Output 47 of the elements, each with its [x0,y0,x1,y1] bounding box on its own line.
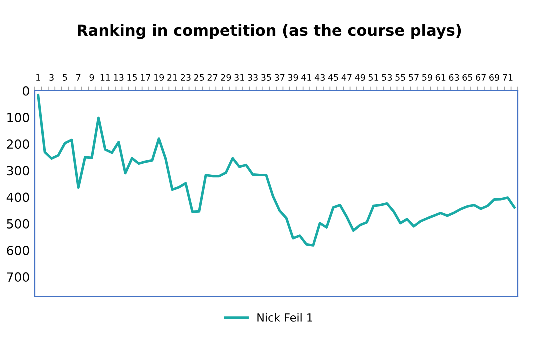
y-tick-label: 200 [7,140,30,150]
x-tick-label: 29 [221,74,232,81]
line-series [37,94,516,247]
legend-label: Nick Feil 1 [258,313,312,322]
x-tick-label: 45 [328,74,338,81]
x-tick-label: 3 [50,74,54,81]
x-tick-label: 7 [76,74,81,81]
x-tick-label: 61 [436,74,446,81]
y-tick-label: 0 [23,86,30,96]
x-tick-label: 9 [90,74,94,81]
x-tick-label: 15 [128,74,138,81]
x-tick-label: 19 [154,74,164,81]
x-tick-label: 57 [409,74,419,81]
x-tick-label: 39 [288,74,298,81]
x-tick-label: 23 [181,74,191,81]
x-tick-label: 25 [194,74,204,81]
x-tick-label: 51 [368,74,379,81]
x-tick-label: 63 [449,74,460,81]
x-tick-label: 31 [234,74,244,81]
x-tick-label: 1 [36,74,40,81]
y-tick-label: 700 [7,272,30,282]
y-tick-label: 600 [7,246,30,256]
x-tick-label: 55 [396,74,406,81]
x-tick-label: 13 [114,74,124,81]
x-tick-label: 65 [462,74,472,81]
x-tick-label: 53 [382,74,392,81]
x-tick-label: 43 [314,74,325,81]
x-tick-label: 21 [168,74,178,81]
y-tick-label: 100 [8,113,30,123]
x-tick-label: 67 [476,74,486,81]
y-tick-label: 300 [7,166,30,176]
x-tick-label: 69 [490,74,500,81]
x-tick-label: 37 [274,74,285,81]
x-tick-label: 47 [342,74,352,81]
x-tick-label: 41 [302,74,312,81]
chart-title: Ranking in competition (as the course plays) [78,24,462,40]
x-tick-label: 71 [503,74,513,81]
x-tick-label: 27 [208,74,218,81]
y-tick-label: 500 [7,219,30,229]
x-tick-label: 5 [63,74,68,81]
y-tick-label: 400 [6,192,30,202]
x-tick-label: 49 [355,74,366,81]
x-tick-label: 11 [100,74,110,81]
x-tick-label: 17 [141,74,151,81]
x-tick-label: 59 [422,74,432,81]
x-tick-label: 33 [248,74,258,81]
x-tick-label: 35 [262,74,272,81]
